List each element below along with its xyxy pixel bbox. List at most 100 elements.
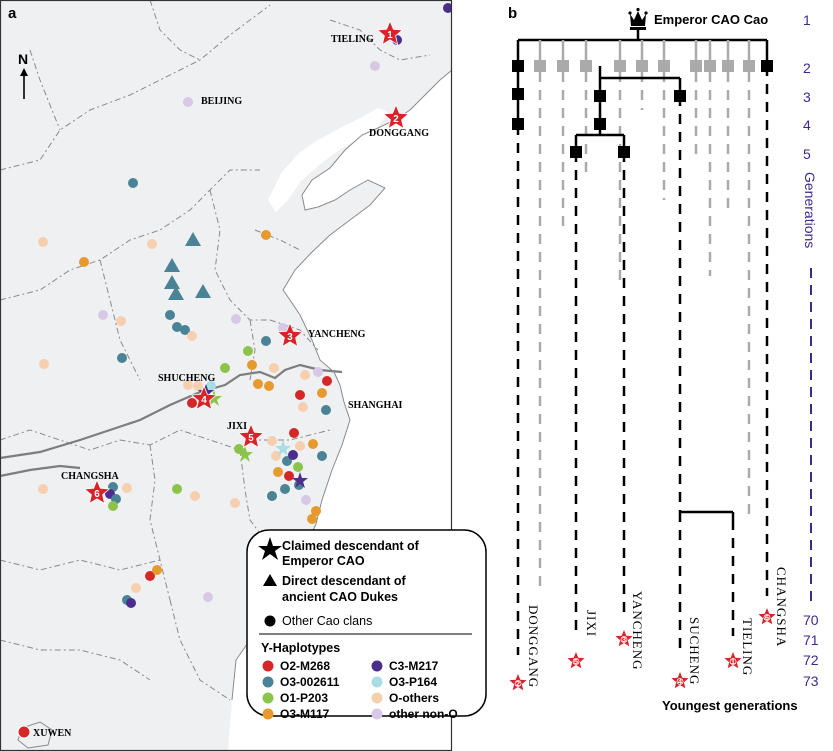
- clan-circle: [269, 363, 279, 373]
- clan-circle: [183, 380, 193, 390]
- city-label-jixi: JIXI: [227, 421, 247, 432]
- clan-circle: [308, 439, 318, 449]
- clan-circle: [253, 379, 263, 389]
- clan-circle: [267, 491, 277, 501]
- city-label-beijing: BEIJING: [201, 96, 242, 107]
- clan-circle: [295, 390, 305, 400]
- legend-box: [246, 529, 487, 717]
- haplotype-label: O3-002611: [280, 675, 340, 689]
- gen-number: 71: [803, 632, 819, 648]
- north-label: N: [18, 51, 28, 67]
- clan-circle: [234, 444, 244, 454]
- tree-node: [570, 146, 582, 158]
- leaf-labels: DONGGANG JIXI YANCHENG SUCHENG TIELING C…: [526, 567, 789, 688]
- tree-node-gray: [658, 60, 670, 72]
- map-star-yancheng: 3: [276, 321, 304, 348]
- city-label-shucheng: SHUCHENG: [158, 373, 215, 384]
- haplotype-label: C3-M217: [389, 659, 439, 673]
- tree-node-gray: [743, 60, 755, 72]
- coastline: [231, 69, 452, 701]
- clan-circle: [183, 97, 193, 107]
- clan-circle: [370, 61, 380, 71]
- leaf-stars: 2 5 3 4 1 6: [507, 605, 778, 692]
- haplotype-swatch: [262, 692, 274, 704]
- tree-node-gray: [690, 60, 702, 72]
- clan-circle: [267, 436, 277, 446]
- haplotype-label: O-others: [389, 691, 439, 705]
- small-star: [275, 440, 291, 456]
- north-arrow: N: [18, 51, 28, 99]
- duke-triangle: [195, 284, 211, 298]
- clan-circle: [128, 178, 138, 188]
- clan-circle: [261, 230, 271, 240]
- tree-node-gray: [580, 60, 592, 72]
- leaf-star-tieling-number: 1: [731, 657, 735, 666]
- leaf-label-sucheng: SUCHENG: [687, 617, 702, 685]
- gen-number: 1: [803, 12, 811, 28]
- tree-node: [618, 146, 630, 158]
- duke-triangle: [185, 232, 201, 246]
- haplotype-swatch: [262, 676, 274, 688]
- leaf-star-donggang-number: 2: [516, 679, 520, 688]
- legend-circle-icon: [264, 615, 276, 627]
- clan-circle: [307, 514, 317, 524]
- panel-label-b: b: [508, 5, 517, 22]
- leaf-label-tieling: TIELING: [740, 618, 755, 676]
- duke-triangles: [164, 232, 211, 300]
- clan-circle: [147, 239, 157, 249]
- leaf-star-jixi: 5: [565, 649, 587, 670]
- clan-circle: [117, 353, 127, 363]
- rivers: [0, 363, 343, 478]
- city-label-xuwen: XUWEN: [33, 728, 72, 739]
- legend-triangle-icon: [263, 574, 277, 586]
- clan-circle: [187, 398, 197, 408]
- clan-circle: [288, 450, 298, 460]
- city-label-yancheng: YANCHENG: [308, 329, 366, 340]
- north-arrow-head: [20, 68, 28, 76]
- leaf-star-yancheng: 3: [613, 627, 635, 648]
- clan-circle: [284, 471, 294, 481]
- map-star-tieling-number: 1: [387, 30, 393, 41]
- tree-node-gray: [614, 60, 626, 72]
- clan-circle: [443, 3, 452, 13]
- legend: Claimed descendant of Emperor CAO Direct…: [246, 529, 487, 721]
- clan-circle: [289, 428, 299, 438]
- clan-circle: [271, 451, 281, 461]
- tree-node-gray: [636, 60, 648, 72]
- map-star-donggang-number: 2: [393, 114, 399, 125]
- small-star: [237, 446, 253, 462]
- tree-node: [674, 90, 686, 102]
- legend-star-line2: Emperor CAO: [282, 554, 365, 568]
- leaf-star-yancheng-number: 3: [622, 635, 626, 644]
- small-star: [292, 472, 308, 488]
- youngest-generations-label: Youngest generations: [662, 698, 798, 713]
- map-star-jixi-number: 5: [248, 433, 254, 444]
- clan-circle: [126, 598, 136, 608]
- map-star-tieling: 1: [376, 19, 404, 46]
- clan-circle: [230, 498, 240, 508]
- generations-label: Generations: [802, 172, 818, 248]
- crown-icon: [628, 7, 648, 30]
- clan-circle: [321, 405, 331, 415]
- leaf-star-changsha-number: 6: [765, 613, 769, 622]
- clan-circle: [293, 462, 303, 472]
- cao-clan-circles: [17, 3, 452, 739]
- legend-tri-line2: ancient CAO Dukes: [282, 590, 398, 604]
- map-star-shucheng: 4: [190, 384, 218, 411]
- clan-circle: [152, 565, 162, 575]
- clan-circle: [317, 451, 327, 461]
- clan-circle: [203, 592, 213, 602]
- clan-circle: [273, 467, 283, 477]
- haplotype-legend-items: O2-M268 O3-002611 O1-P203 O3-M117 C3-M217 O3-…: [262, 659, 458, 721]
- tree-root-label: Emperor CAO Cao: [654, 12, 768, 27]
- haplotype-label: other non-O: [389, 707, 458, 721]
- haplotype-swatch: [371, 692, 383, 704]
- clan-circle: [231, 314, 241, 324]
- tree-node-gray: [557, 60, 569, 72]
- haplotype-label: O2-M268: [280, 659, 330, 673]
- legend-star-icon: [258, 537, 282, 560]
- duke-triangle: [168, 286, 184, 300]
- leaf-label-changsha: CHANGSHA: [774, 567, 789, 647]
- gen-number: 5: [803, 146, 811, 162]
- panel-label-a: a: [8, 5, 17, 22]
